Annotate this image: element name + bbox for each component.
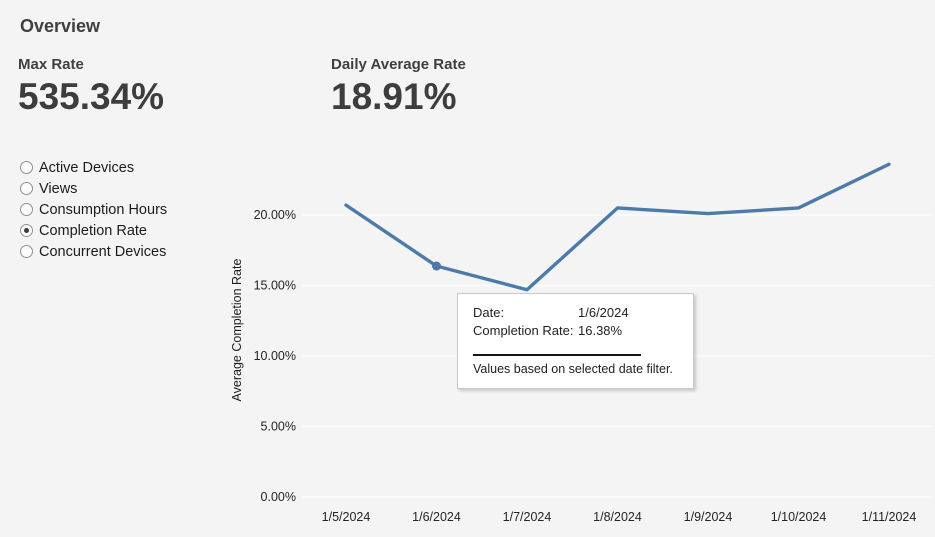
y-tick-label: 10.00% <box>254 349 296 363</box>
x-tick-label: 1/6/2024 <box>412 510 461 524</box>
y-tick-label: 0.00% <box>261 490 296 504</box>
y-tick-label: 5.00% <box>261 420 296 434</box>
tooltip-date-label: Date: <box>473 305 505 320</box>
tooltip-divider <box>473 354 641 356</box>
x-tick-label: 1/11/2024 <box>862 510 917 524</box>
tooltip-rate-label: Completion Rate: <box>473 322 574 338</box>
tooltip-note: Values based on selected date filter. <box>473 362 673 376</box>
x-tick-label: 1/10/2024 <box>771 510 827 524</box>
chart-tooltip: Date: 1/6/2024 Completion Rate: 16.38% V… <box>457 293 694 389</box>
metric-option-label: Consumption Hours <box>39 201 168 218</box>
highlighted-data-point[interactable] <box>432 261 441 271</box>
metric-option-completion-rate[interactable]: Completion Rate <box>20 220 167 241</box>
kpi-daily-average-rate-label: Daily Average Rate <box>331 56 466 73</box>
radio-selected-icon[interactable] <box>20 224 33 237</box>
y-tick-label: 20.00% <box>254 208 296 222</box>
metric-option-label: Completion Rate <box>39 222 147 239</box>
metric-option-label: Active Devices <box>39 159 135 176</box>
tooltip-date-row: Date: 1/6/2024 <box>473 304 679 322</box>
y-axis-title: Average Completion Rate <box>230 259 244 402</box>
x-tick-label: 1/8/2024 <box>593 510 642 524</box>
metric-option-concurrent-devices[interactable]: Concurrent Devices <box>20 241 167 262</box>
radio-icon[interactable] <box>20 182 33 195</box>
page-title: Overview <box>20 16 101 36</box>
metric-option-label: Views <box>39 180 78 197</box>
completion-rate-line[interactable] <box>344 162 891 292</box>
metric-option-label: Concurrent Devices <box>39 243 167 260</box>
tooltip-date-value: 1/6/2024 <box>578 305 629 320</box>
kpi-max-rate-value: 535.34% <box>18 76 165 117</box>
kpi-daily-average-rate: Daily Average Rate 18.91% <box>331 56 466 118</box>
radio-icon[interactable] <box>20 245 33 258</box>
x-tick-label: 1/9/2024 <box>684 510 733 524</box>
metric-radio-group: Active Devices Views Consumption Hours Comp… <box>20 157 167 262</box>
y-tick-label: 15.00% <box>254 279 296 293</box>
x-tick-label: 1/7/2024 <box>503 510 552 524</box>
metric-option-active-devices[interactable]: Active Devices <box>20 157 167 178</box>
radio-icon[interactable] <box>20 161 33 174</box>
kpi-max-rate-label: Max Rate <box>18 56 84 73</box>
kpi-max-rate: Max Rate 535.34% <box>18 56 164 118</box>
tooltip-rate-value: 16.38% <box>578 322 623 338</box>
tooltip-rate-row: Completion Rate: 16.38% <box>473 322 679 340</box>
metric-option-views[interactable]: Views <box>20 178 167 199</box>
x-tick-label: 1/5/2024 <box>322 510 371 524</box>
radio-icon[interactable] <box>20 203 33 216</box>
metric-option-consumption-hours[interactable]: Consumption Hours <box>20 199 167 220</box>
kpi-daily-average-rate-value: 18.91% <box>331 76 457 117</box>
